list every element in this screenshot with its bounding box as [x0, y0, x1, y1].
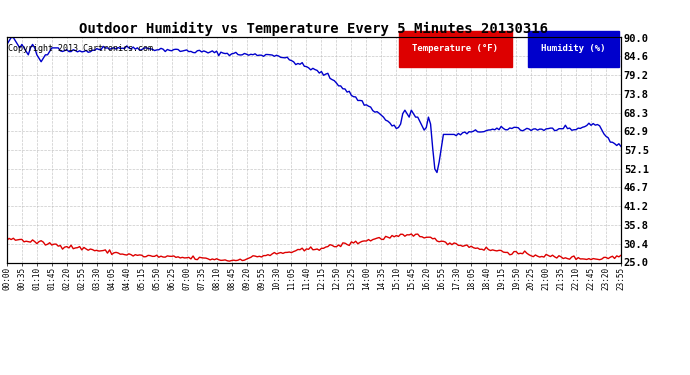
Text: Temperature (°F): Temperature (°F) — [412, 44, 498, 53]
Text: Copyright 2013 Cartronics.com: Copyright 2013 Cartronics.com — [8, 44, 153, 53]
Text: Humidity (%): Humidity (%) — [541, 44, 606, 53]
Title: Outdoor Humidity vs Temperature Every 5 Minutes 20130316: Outdoor Humidity vs Temperature Every 5 … — [79, 22, 549, 36]
